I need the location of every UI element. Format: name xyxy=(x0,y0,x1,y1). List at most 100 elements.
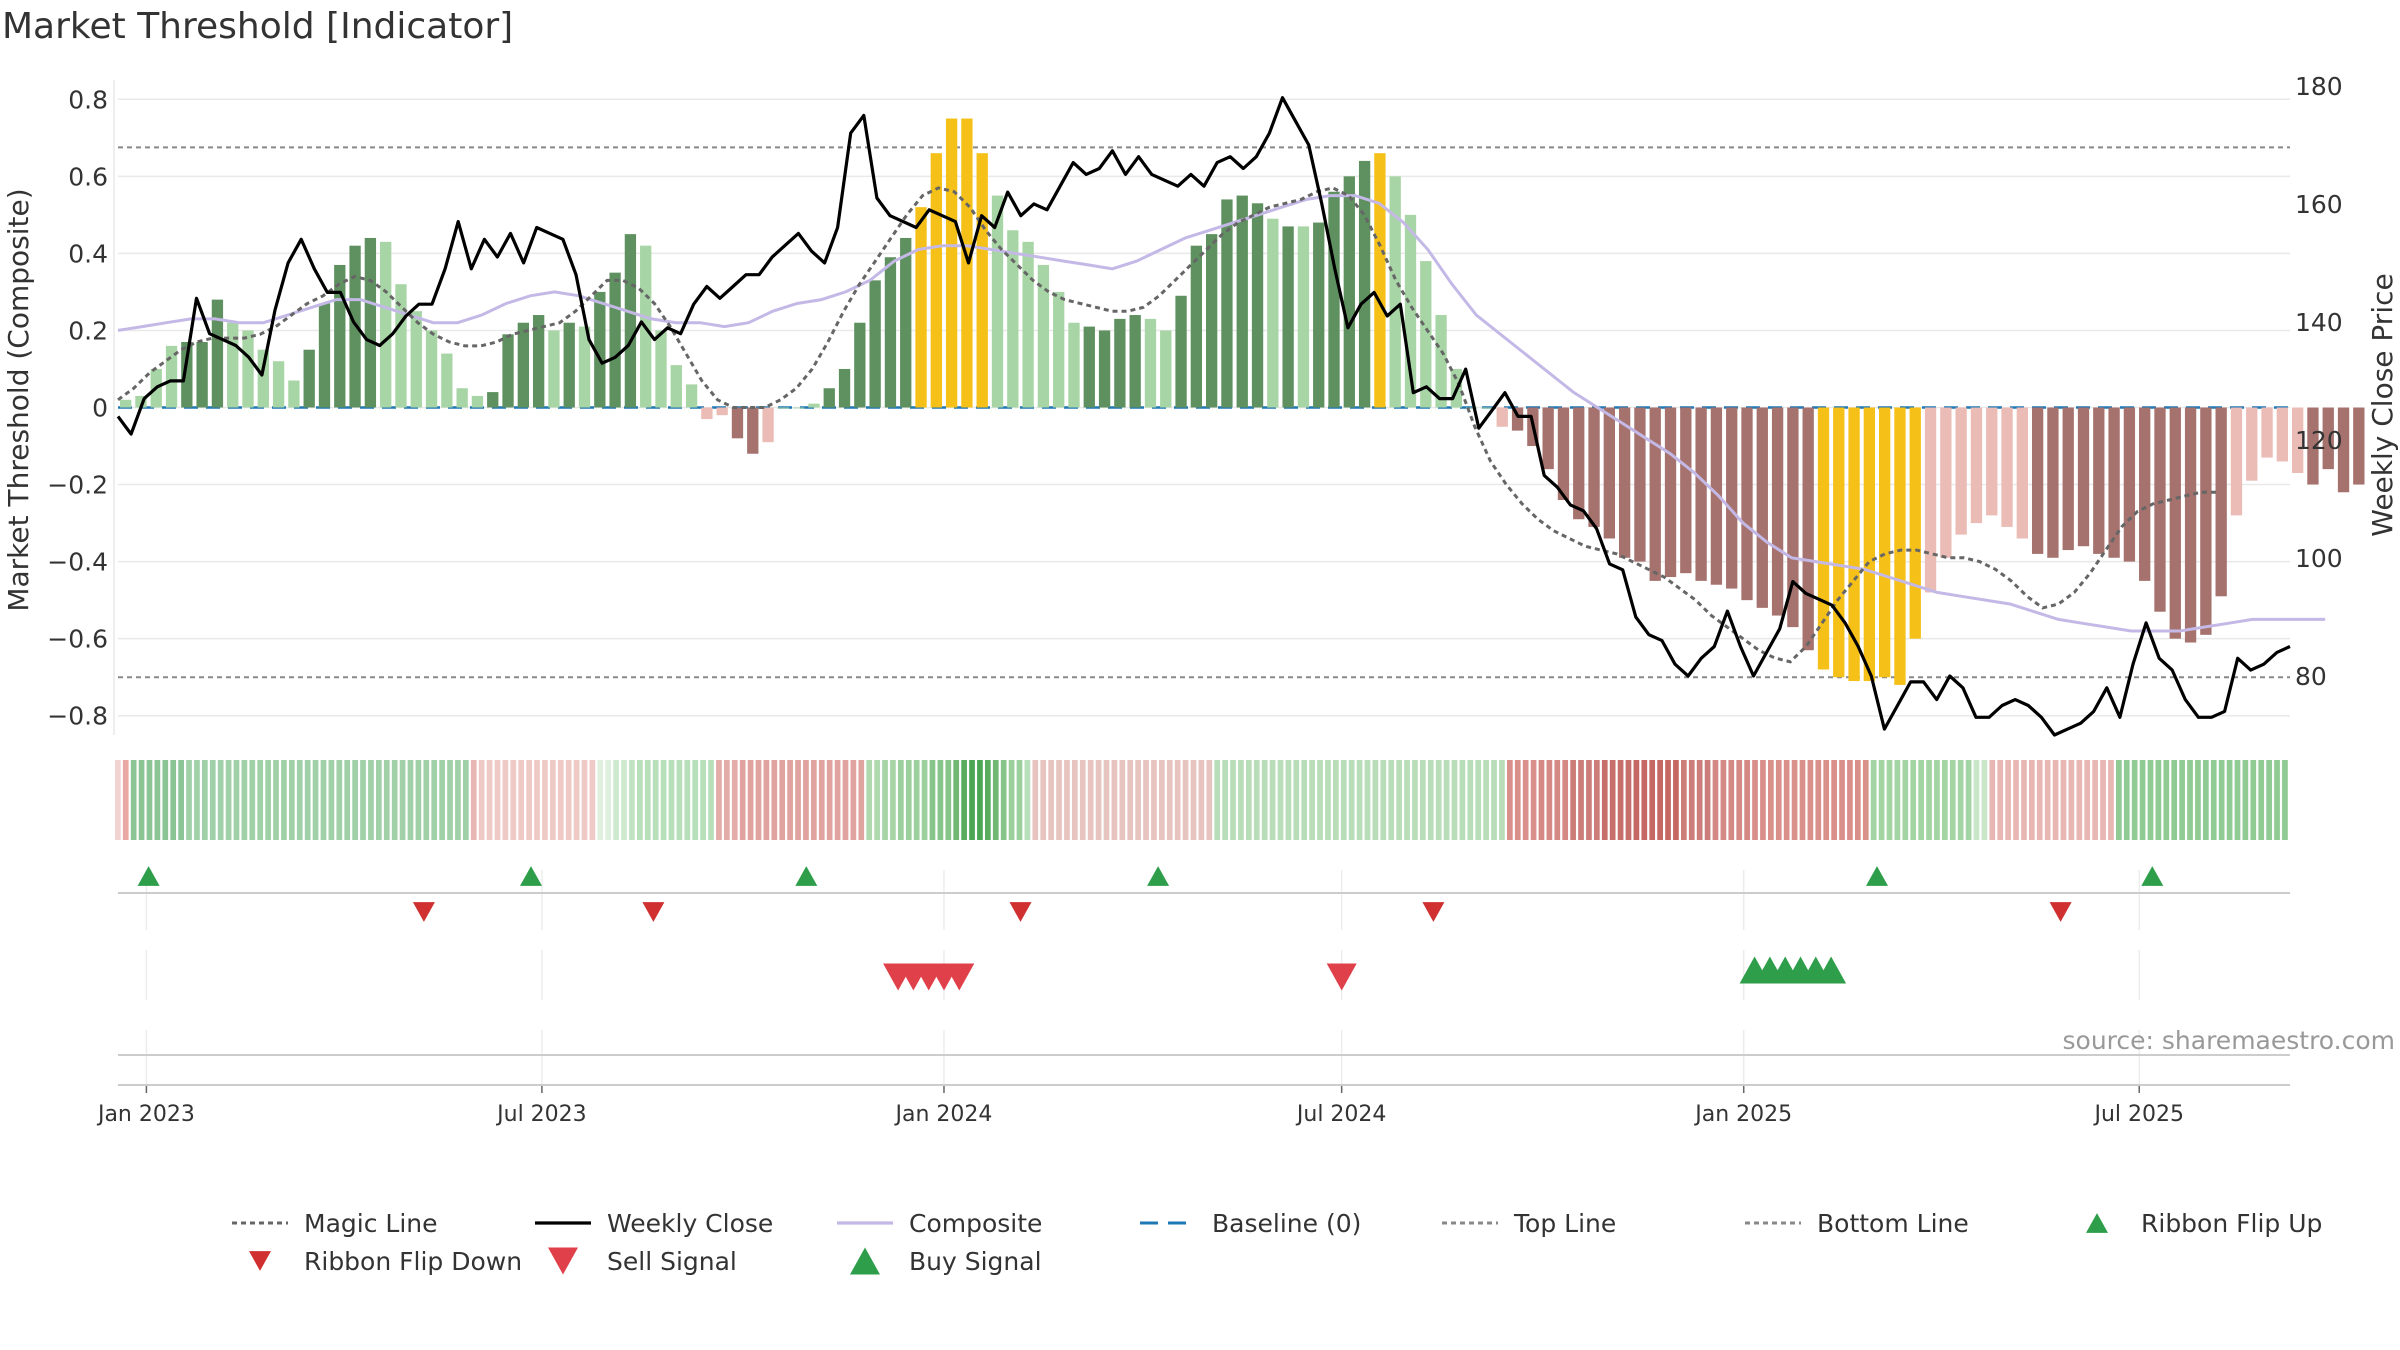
composite-bar xyxy=(762,407,774,443)
ribbon-segment xyxy=(2234,760,2241,840)
y-tick-label: 0.8 xyxy=(68,85,108,114)
composite-bar xyxy=(1053,291,1065,408)
ribbon-segment xyxy=(557,760,564,840)
legend-label: Ribbon Flip Down xyxy=(304,1246,523,1276)
composite-bar xyxy=(578,326,591,408)
ribbon-segment xyxy=(241,760,248,840)
legend-swatch xyxy=(548,1247,578,1275)
ribbon-segment xyxy=(731,760,738,840)
ribbon-segment xyxy=(818,760,825,840)
composite-bar xyxy=(1909,407,1921,639)
composite-bar xyxy=(655,330,667,408)
ribbon-segment xyxy=(146,760,153,840)
ribbon-segment xyxy=(2163,760,2170,840)
ribbon-segment xyxy=(130,760,137,840)
ribbon-segment xyxy=(668,760,675,840)
composite-bar xyxy=(364,237,377,408)
composite-bar xyxy=(1603,407,1615,539)
ribbon-segment xyxy=(2195,760,2201,840)
legend-label: Sell Signal xyxy=(607,1246,737,1276)
composite-bar xyxy=(1863,407,1876,682)
ribbon-segment xyxy=(1807,760,1814,840)
composite-bar xyxy=(594,291,606,408)
ribbon-segment xyxy=(257,760,264,840)
buy-signal-marker xyxy=(1816,956,1847,984)
ribbon-segment xyxy=(2092,760,2098,840)
composite-bar xyxy=(196,342,208,408)
ribbon-segment xyxy=(803,760,809,840)
ribbon-segment xyxy=(2250,760,2257,840)
ribbon-segment xyxy=(921,760,928,840)
ribbon-segment xyxy=(1340,760,1347,840)
ribbon-segment xyxy=(1325,760,1331,840)
ribbon-segment xyxy=(1087,760,1094,840)
ribbon-segment xyxy=(1981,760,1988,840)
ribbon-segment xyxy=(478,760,485,840)
ribbon-segment xyxy=(2218,760,2225,840)
ribbon-segment xyxy=(1736,760,1743,840)
ribbon-segment xyxy=(289,760,295,840)
composite-bar xyxy=(380,241,392,408)
ribbon-segment xyxy=(771,760,778,840)
ribbon-segment xyxy=(961,760,967,840)
y-tick-label: −0.8 xyxy=(47,702,108,731)
ribbon-segment xyxy=(890,760,896,840)
ribbon-segment xyxy=(1301,760,1308,840)
composite-bar xyxy=(1649,407,1661,581)
composite-bar xyxy=(211,299,224,408)
composite-bar xyxy=(563,322,575,408)
ribbon-flip-up-marker xyxy=(1147,866,1170,886)
ribbon-segment xyxy=(1862,760,1869,840)
ribbon-segment xyxy=(1768,760,1774,840)
y-tick-label: 0.4 xyxy=(68,239,108,268)
ribbon-segment xyxy=(1190,760,1197,840)
ribbon-segment xyxy=(1119,760,1126,840)
ribbon-segment xyxy=(1538,760,1545,840)
ribbon-segment xyxy=(534,760,540,840)
ribbon-segment xyxy=(1467,760,1474,840)
ribbon-segment xyxy=(1926,760,1932,840)
legend-item: Ribbon Flip Down xyxy=(230,1242,522,1280)
ribbon-segment xyxy=(1380,760,1387,840)
composite-bar xyxy=(1114,318,1126,408)
ribbon-segment xyxy=(1942,760,1948,840)
ribbon-segment xyxy=(1514,760,1521,840)
y-tick-label: 0 xyxy=(92,394,108,423)
ribbon-segment xyxy=(1277,760,1284,840)
ribbon-segment xyxy=(565,760,572,840)
ribbon-segment xyxy=(312,760,319,840)
ribbon-segment xyxy=(1111,760,1118,840)
ribbon-segment xyxy=(1420,760,1426,840)
legend-swatch xyxy=(837,1221,893,1225)
ribbon-segment xyxy=(1681,760,1687,840)
ribbon-segment xyxy=(502,760,509,840)
ribbon-segment xyxy=(1617,760,1624,840)
composite-bar xyxy=(2108,407,2120,558)
ribbon-segment xyxy=(2282,760,2288,840)
ribbon-segment xyxy=(1135,760,1141,840)
y-tick-label: −0.4 xyxy=(47,548,108,577)
composite-bar xyxy=(2291,407,2304,473)
ribbon-segment xyxy=(360,760,366,840)
legend-label: Bottom Line xyxy=(1817,1208,1969,1238)
ribbon-segment xyxy=(1586,760,1592,840)
composite-bar xyxy=(1389,176,1401,408)
ribbon-flip-up-marker xyxy=(2141,866,2164,886)
ribbon-segment xyxy=(1206,760,1213,840)
composite-bar xyxy=(624,234,637,408)
composite-bar xyxy=(1496,407,1508,427)
ribbon-segment xyxy=(1783,760,1790,840)
ribbon-segment xyxy=(787,760,793,840)
ribbon-segment xyxy=(1159,760,1165,840)
ribbon-segment xyxy=(526,760,532,840)
composite-bar xyxy=(900,237,912,408)
legend-item: Ribbon Flip Up xyxy=(2067,1204,2322,1242)
composite-bar xyxy=(1970,407,1983,524)
composite-bar xyxy=(181,342,193,408)
ribbon-segment xyxy=(708,760,714,840)
ribbon-segment xyxy=(581,760,588,840)
composite-bar xyxy=(2047,407,2059,558)
ribbon-segment xyxy=(1072,760,1078,840)
ribbon-segment xyxy=(1799,760,1806,840)
ribbon-segment xyxy=(1815,760,1822,840)
